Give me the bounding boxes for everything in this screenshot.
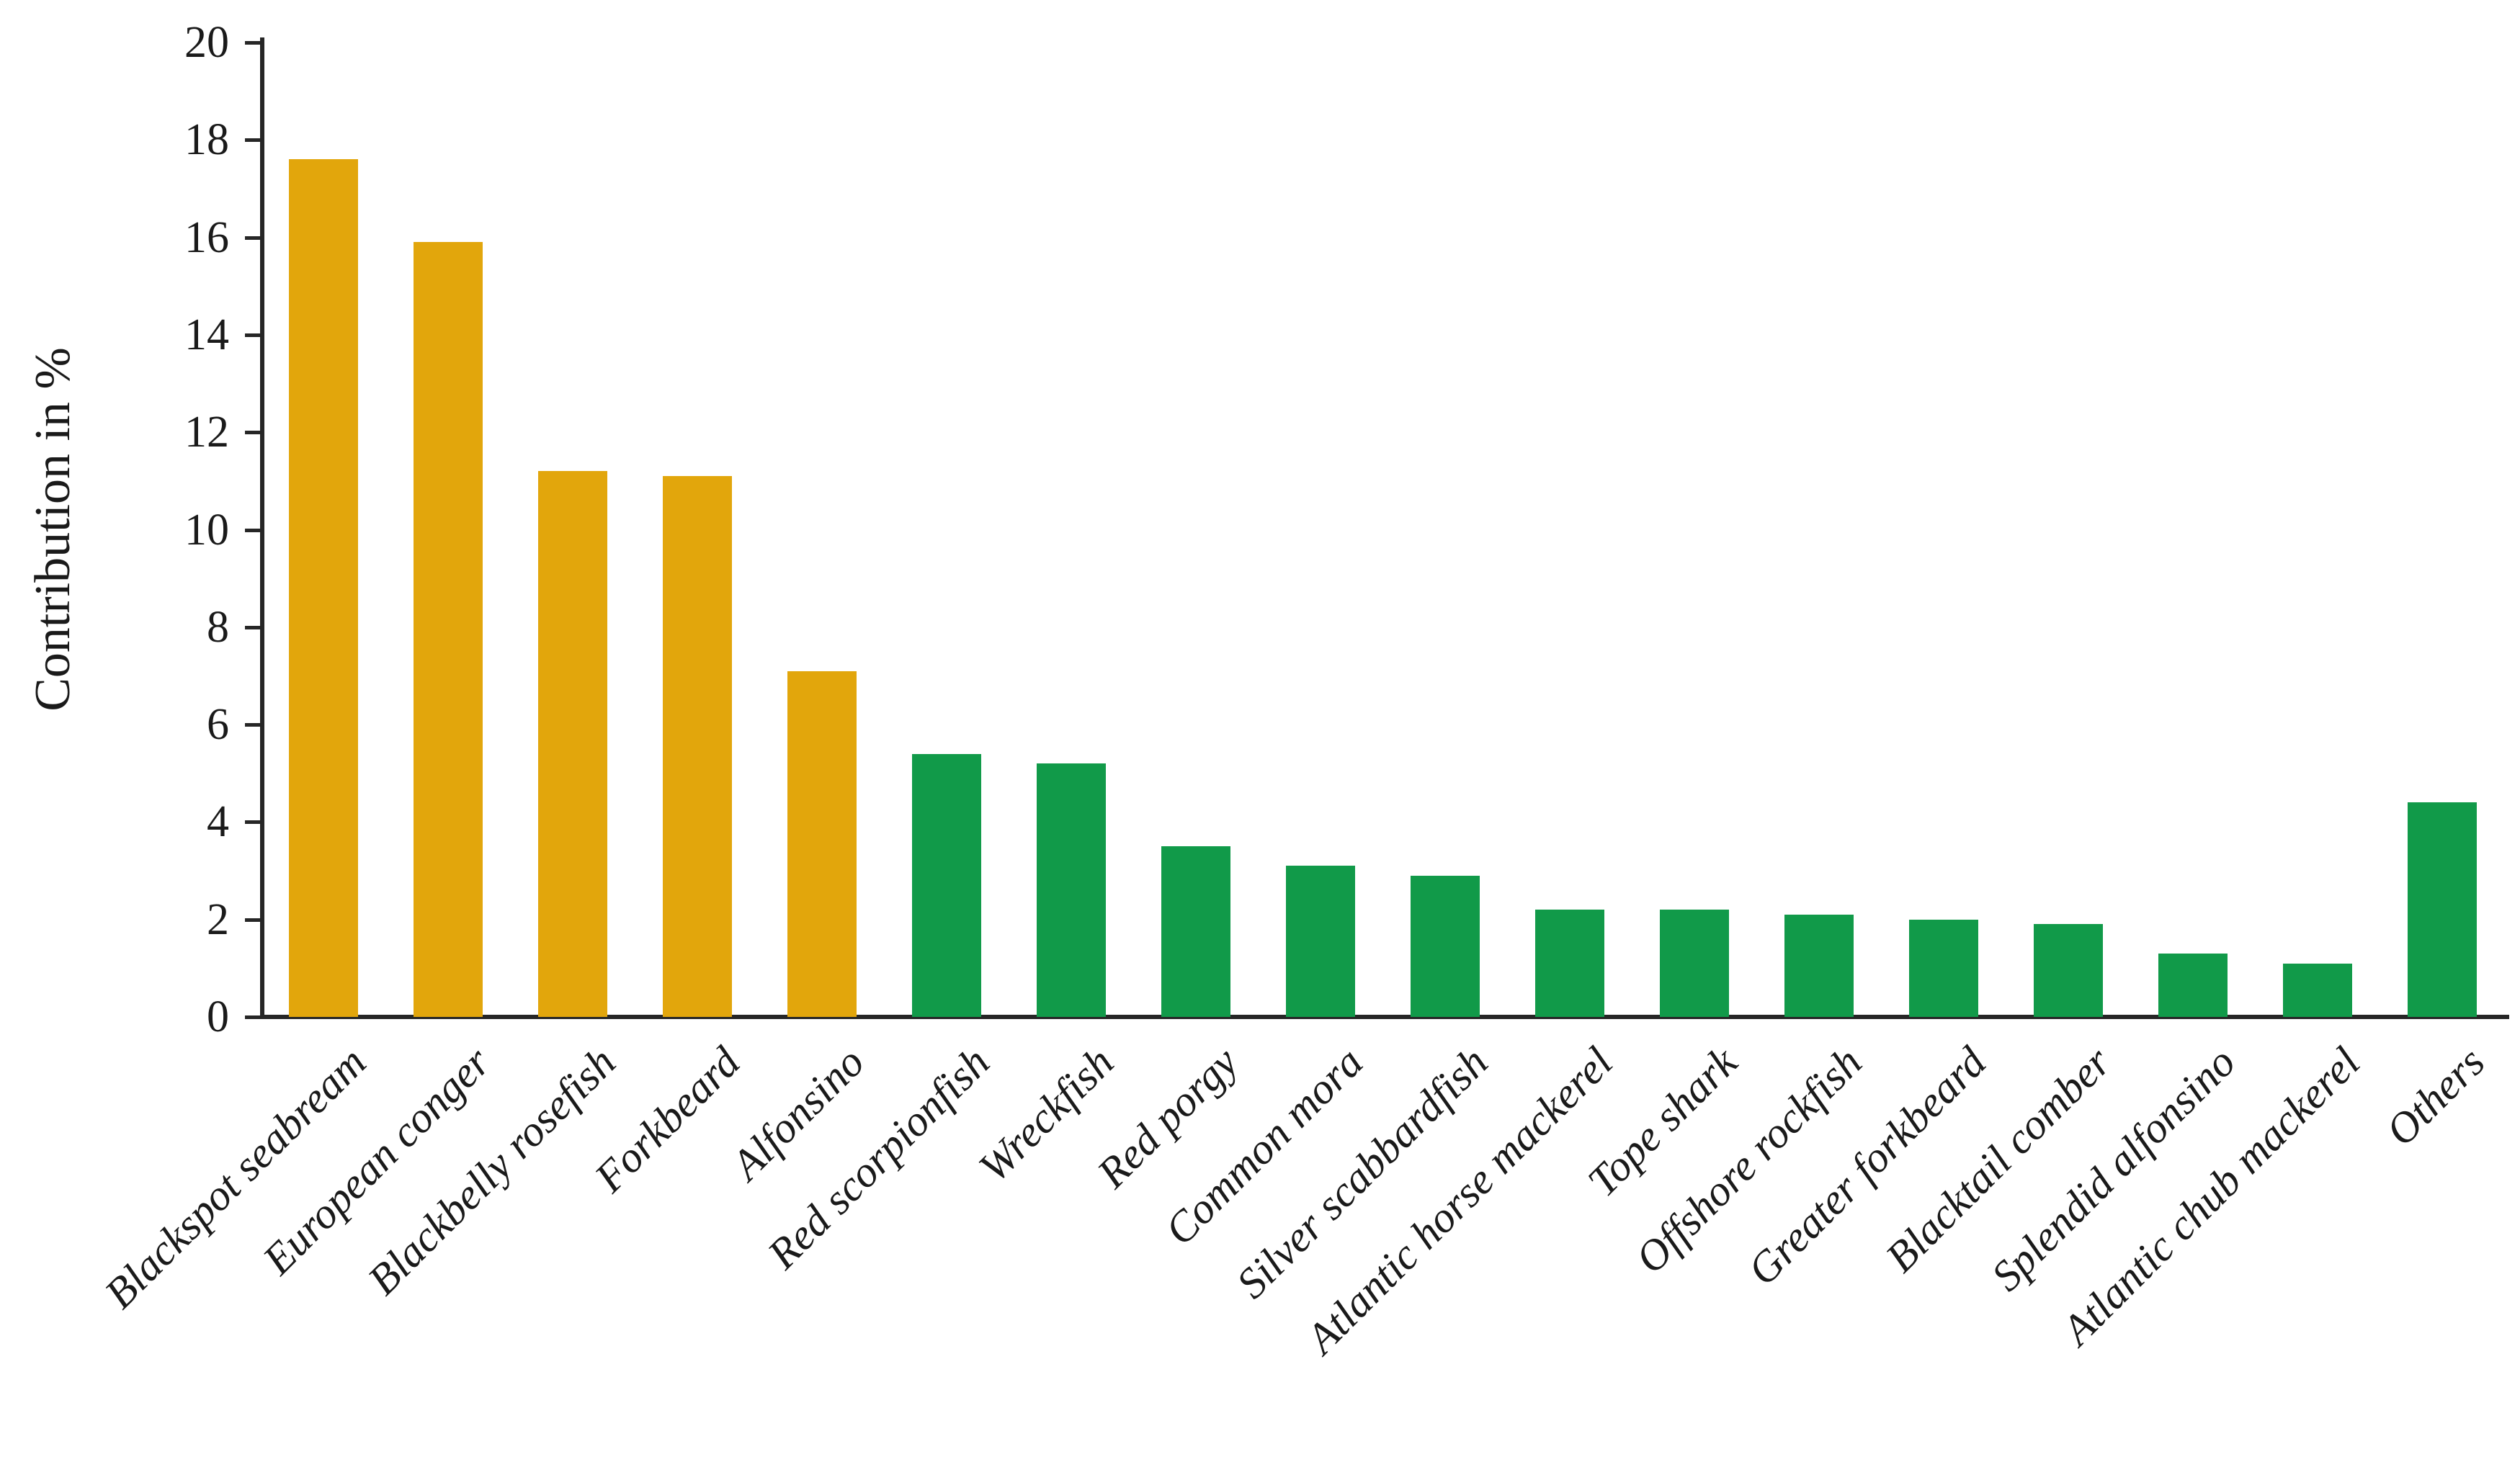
y-tick-label: 12 <box>184 408 229 457</box>
bar-10 <box>1411 876 1480 1017</box>
y-axis-line <box>260 37 264 1018</box>
bar-6 <box>912 754 981 1017</box>
y-tick-label: 14 <box>184 310 229 359</box>
x-axis-line <box>260 1015 2509 1019</box>
y-tick-label: 2 <box>207 895 229 944</box>
bar-1 <box>289 159 358 1017</box>
bar-14 <box>1909 920 1978 1017</box>
y-tick-mark <box>245 138 261 142</box>
category-label: Offshore rockfish <box>1626 1038 1871 1283</box>
bar-17 <box>2283 964 2352 1017</box>
y-tick-mark <box>245 723 261 727</box>
bar-4 <box>663 476 732 1017</box>
y-tick-mark <box>245 529 261 532</box>
y-tick-label: 18 <box>184 115 229 164</box>
y-tick-label: 20 <box>184 18 229 67</box>
category-label: Red scorpionfish <box>758 1038 998 1278</box>
category-label: Greater forkbeard <box>1738 1038 1996 1295</box>
bar-11 <box>1535 910 1604 1017</box>
y-tick-label: 10 <box>184 506 229 555</box>
category-label: Blacktail comber <box>1876 1038 2120 1281</box>
bar-18 <box>2408 802 2477 1017</box>
y-axis-title: Contribution in % <box>25 347 81 712</box>
y-tick-mark <box>245 431 261 434</box>
y-tick-mark <box>245 1015 261 1019</box>
bar-13 <box>1784 915 1854 1017</box>
bar-2 <box>414 242 483 1017</box>
y-tick-mark <box>245 236 261 240</box>
y-tick-mark <box>245 41 261 45</box>
bar-5 <box>787 671 857 1017</box>
y-tick-mark <box>245 626 261 629</box>
y-tick-mark <box>245 333 261 337</box>
bar-16 <box>2158 954 2228 1017</box>
y-tick-label: 6 <box>207 700 229 749</box>
bar-8 <box>1161 846 1230 1017</box>
y-tick-label: 4 <box>207 797 229 846</box>
category-label: Others <box>2377 1038 2494 1155</box>
y-tick-mark <box>245 820 261 824</box>
bar-7 <box>1037 763 1106 1017</box>
y-tick-label: 0 <box>207 992 229 1041</box>
bar-15 <box>2034 924 2103 1017</box>
bar-12 <box>1660 910 1729 1017</box>
category-label: European conger <box>254 1038 500 1284</box>
y-tick-label: 8 <box>207 603 229 652</box>
y-tick-mark <box>245 918 261 922</box>
y-tick-label: 16 <box>184 213 229 262</box>
bar-3 <box>538 471 607 1017</box>
bar-9 <box>1286 866 1355 1017</box>
